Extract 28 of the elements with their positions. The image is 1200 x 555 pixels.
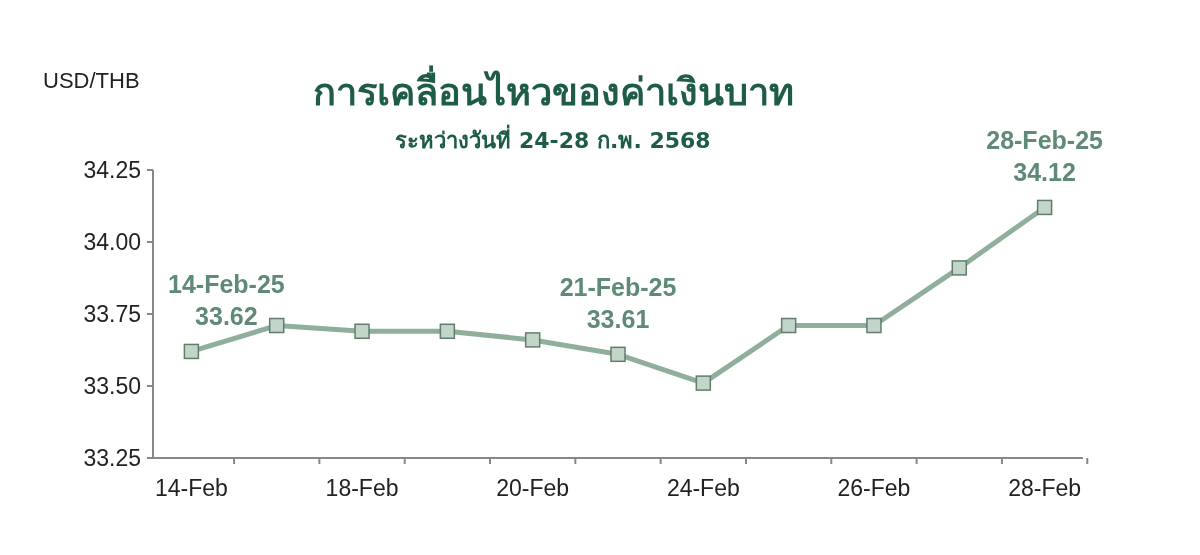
x-tick-label: 28-Feb [1008,475,1082,501]
y-tick-label: 34.00 [83,229,141,256]
annotation: 28-Feb-25 34.12 [986,126,1104,187]
chart-subtitle: ระหว่างวันที่ 24-28 ก.พ. 2568 [395,124,711,153]
y-axis-title: USD/THB [43,68,140,93]
point [354,323,370,340]
point [524,332,541,348]
y-tick-label: 33.50 [83,373,141,400]
point [695,375,712,391]
annotation: 21-Feb-25 33.61 [559,273,677,334]
y-tick-label: 33.75 [83,301,141,328]
point [780,317,797,334]
y-tick-label: 33.25 [83,445,141,472]
chart-title: การเคลื่อนไหวของค่าเงินบาท [312,65,794,114]
x-tick-label: 18-Feb [325,475,399,501]
point [439,323,456,340]
point [866,317,882,334]
annotation: 14-Feb-25 33.62 [168,270,285,331]
point [951,260,968,276]
x-tick-label: 24-Feb [666,475,740,501]
point [268,317,285,334]
x-tick-label: 26-Feb [837,475,911,501]
x-tick-label: 20-Feb [496,475,570,501]
point [1036,199,1053,216]
point [610,346,626,363]
point [183,343,200,360]
y-tick-label: 34.25 [83,157,141,184]
x-tick-label: 14-Feb [154,475,228,501]
